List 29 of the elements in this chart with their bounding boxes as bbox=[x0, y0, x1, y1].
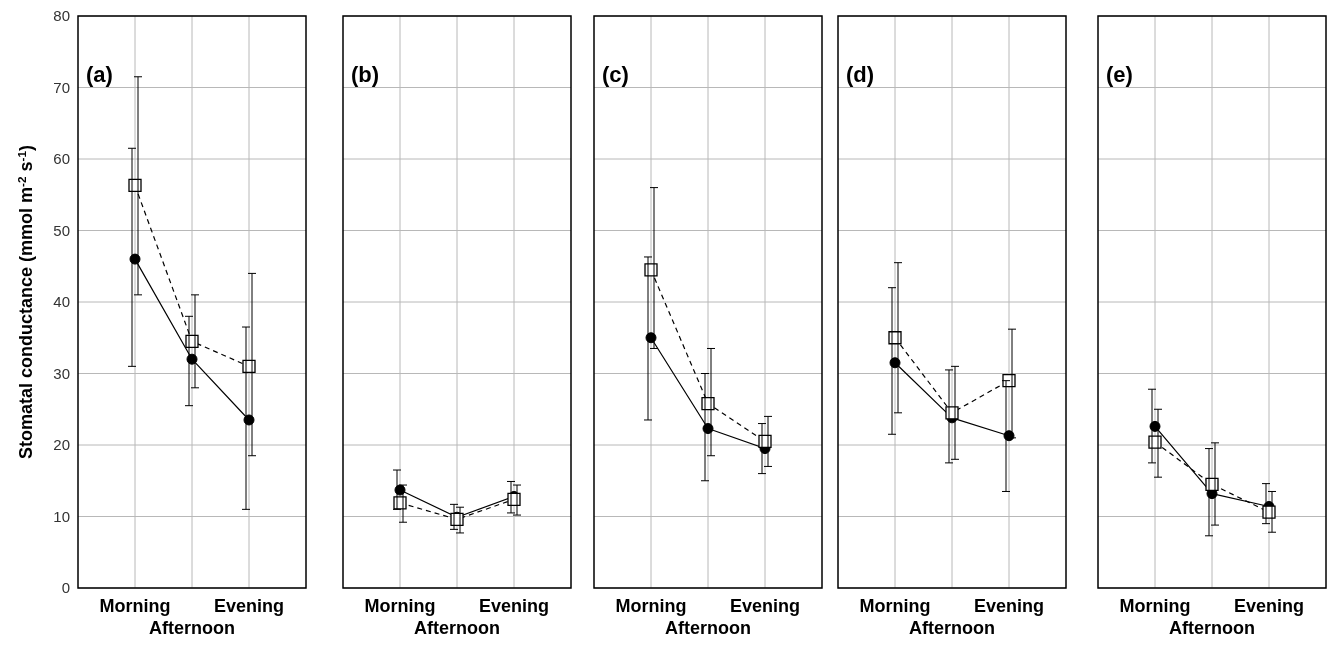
x-tick-label: Afternoon bbox=[149, 618, 235, 638]
x-tick-label: Morning bbox=[615, 596, 687, 616]
y-tick-label: 20 bbox=[53, 436, 70, 454]
y-tick-label: 30 bbox=[53, 364, 70, 382]
x-tick-label: Morning bbox=[1119, 596, 1191, 616]
x-tick-label: Evening bbox=[729, 596, 801, 616]
x-tick-label: Morning bbox=[859, 596, 931, 616]
x-tick-label: Evening bbox=[213, 596, 285, 616]
x-tick-label: Afternoon bbox=[665, 618, 751, 638]
x-tick-label: Afternoon bbox=[414, 618, 500, 638]
annotation: (e) bbox=[1106, 62, 1133, 87]
x-tick-label: Afternoon bbox=[909, 618, 995, 638]
y-tick-label: 50 bbox=[53, 221, 70, 239]
annotation: (b) bbox=[351, 62, 380, 87]
y-tick-label: 80 bbox=[53, 7, 70, 25]
x-tick-label: Evening bbox=[478, 596, 550, 616]
y-tick-label: 40 bbox=[53, 293, 70, 311]
y-tick-label: 10 bbox=[53, 507, 70, 525]
x-tick-label: Afternoon bbox=[1169, 618, 1255, 638]
x-tick-label: Morning bbox=[364, 596, 436, 616]
y-tick-label: 70 bbox=[53, 78, 70, 96]
x-tick-label: Morning bbox=[99, 596, 171, 616]
x-tick-label: Evening bbox=[1233, 596, 1305, 616]
annotation: (c) bbox=[602, 62, 629, 87]
annotation: (d) bbox=[846, 62, 875, 87]
y-tick-label: 60 bbox=[53, 150, 70, 168]
x-tick-label: Evening bbox=[973, 596, 1045, 616]
annotation: (a) bbox=[86, 62, 113, 87]
y-tick-label: 0 bbox=[61, 579, 70, 597]
